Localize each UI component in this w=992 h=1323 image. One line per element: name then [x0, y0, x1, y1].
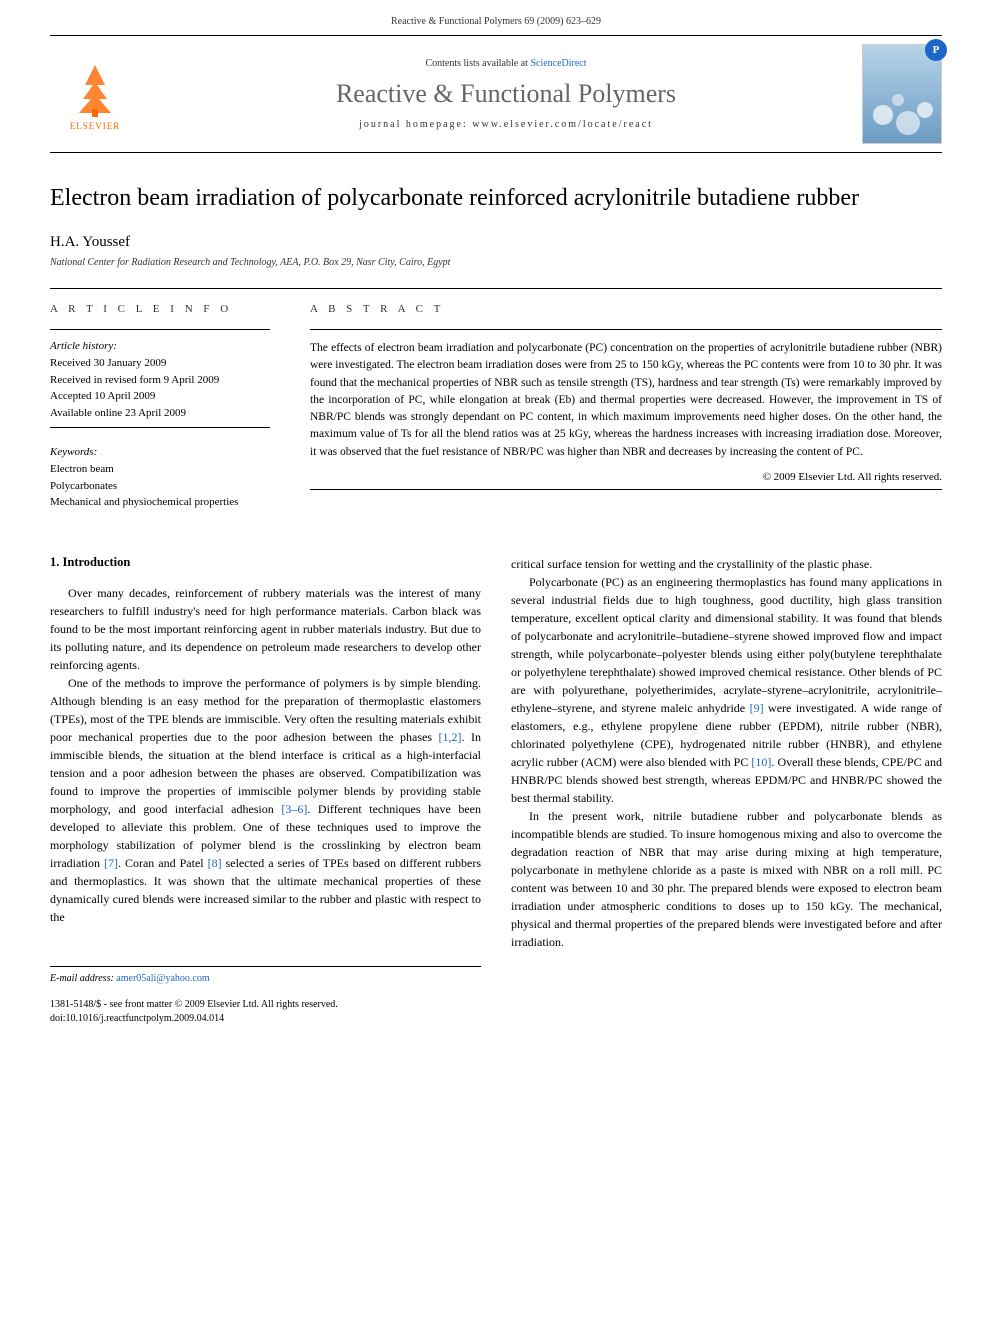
history-online: Available online 23 April 2009 [50, 405, 270, 422]
body-para-r1: critical surface tension for wetting and… [511, 555, 942, 573]
body-para-r2: Polycarbonate (PC) as an engineering the… [511, 573, 942, 807]
body-para-l1: Over many decades, reinforcement of rubb… [50, 584, 481, 674]
journal-banner: ELSEVIER Contents lists available at Sci… [50, 35, 942, 153]
keywords-heading: Keywords: [50, 446, 270, 458]
citation-ref[interactable]: [1,2] [439, 730, 462, 744]
keyword-1: Electron beam [50, 461, 270, 478]
author-affiliation: National Center for Radiation Research a… [50, 257, 942, 268]
banner-center: Contents lists available at ScienceDirec… [150, 58, 862, 130]
abstract-column: A B S T R A C T The effects of electron … [290, 289, 942, 525]
homepage-line: journal homepage: www.elsevier.com/locat… [150, 119, 862, 130]
article-info-heading: A R T I C L E I N F O [50, 303, 270, 315]
elsevier-tree-icon [65, 57, 125, 117]
keyword-3: Mechanical and physiochemical properties [50, 494, 270, 511]
homepage-prefix: journal homepage: [359, 119, 472, 130]
section-1-heading: 1. Introduction [50, 555, 481, 570]
history-revised: Received in revised form 9 April 2009 [50, 372, 270, 389]
page-citation-header: Reactive & Functional Polymers 69 (2009)… [0, 0, 992, 35]
email-label: E-mail address: [50, 973, 116, 984]
article-content: Electron beam irradiation of polycarbona… [0, 183, 992, 984]
page-footer: 1381-5148/$ - see front matter © 2009 El… [0, 984, 992, 1046]
body-para-l2: One of the methods to improve the perfor… [50, 674, 481, 926]
keyword-2: Polycarbonates [50, 478, 270, 495]
abstract-copyright: © 2009 Elsevier Ltd. All rights reserved… [310, 471, 942, 483]
publisher-name: ELSEVIER [70, 121, 121, 131]
article-title: Electron beam irradiation of polycarbona… [50, 183, 942, 214]
citation-ref[interactable]: [8] [208, 856, 222, 870]
citation-ref[interactable]: [7] [104, 856, 118, 870]
contents-prefix: Contents lists available at [425, 58, 530, 69]
body-para-r3: In the present work, nitrile butadiene r… [511, 807, 942, 951]
body-columns: 1. Introduction Over many decades, reinf… [50, 555, 942, 984]
homepage-url: www.elsevier.com/locate/react [472, 119, 653, 130]
doi-line: doi:10.1016/j.reactfunctpolym.2009.04.01… [50, 1012, 338, 1026]
body-right-column: critical surface tension for wetting and… [511, 555, 942, 984]
issn-line: 1381-5148/$ - see front matter © 2009 El… [50, 998, 338, 1012]
citation-ref[interactable]: [10] [751, 755, 771, 769]
journal-cover-thumbnail: P [862, 44, 942, 144]
abstract-divider-bottom [310, 489, 942, 490]
history-heading: Article history: [50, 340, 270, 352]
history-accepted: Accepted 10 April 2009 [50, 388, 270, 405]
body-left-column: 1. Introduction Over many decades, reinf… [50, 555, 481, 984]
corresponding-footer: E-mail address: amer05ali@yahoo.com [50, 966, 481, 984]
abstract-heading: A B S T R A C T [310, 303, 942, 315]
journal-title: Reactive & Functional Polymers [150, 79, 862, 109]
author-name: H.A. Youssef [50, 234, 942, 251]
contents-available-line: Contents lists available at ScienceDirec… [150, 58, 862, 69]
citation-ref[interactable]: [3–6] [281, 802, 307, 816]
citation-text: Reactive & Functional Polymers 69 (2009)… [391, 16, 601, 27]
history-received: Received 30 January 2009 [50, 355, 270, 372]
citation-ref[interactable]: [9] [750, 701, 764, 715]
info-divider-2 [50, 427, 270, 428]
issn-doi-block: 1381-5148/$ - see front matter © 2009 El… [50, 998, 338, 1026]
abstract-divider [310, 329, 942, 330]
sciencedirect-link[interactable]: ScienceDirect [530, 58, 586, 69]
article-info-column: A R T I C L E I N F O Article history: R… [50, 289, 290, 525]
info-divider [50, 329, 270, 330]
info-abstract-row: A R T I C L E I N F O Article history: R… [50, 288, 942, 525]
abstract-text: The effects of electron beam irradiation… [310, 340, 942, 461]
publisher-logo: ELSEVIER [50, 49, 140, 139]
author-email-link[interactable]: amer05ali@yahoo.com [116, 973, 209, 984]
